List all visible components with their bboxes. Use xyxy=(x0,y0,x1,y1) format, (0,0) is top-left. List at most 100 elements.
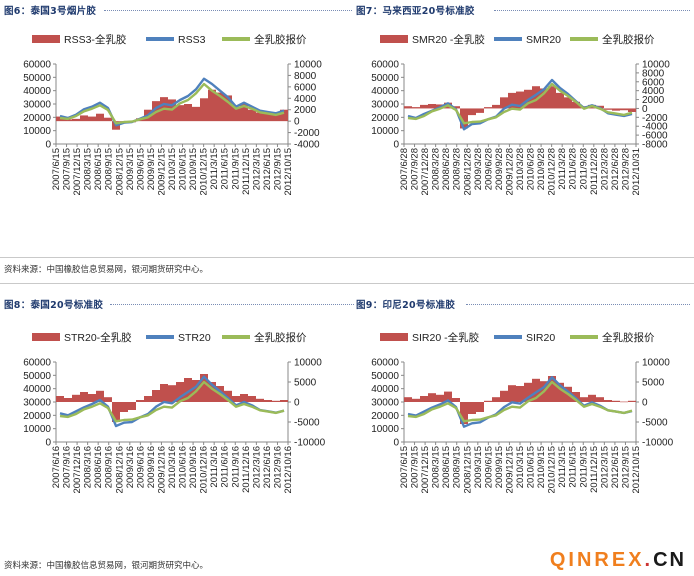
x-tick-label: 2009/6/15 xyxy=(135,148,146,190)
spread-bar xyxy=(72,394,80,402)
spread-bar xyxy=(144,396,152,402)
x-tick-label: 2012/10/15 xyxy=(631,446,642,494)
y-tick-label-left: 10000 xyxy=(371,126,399,137)
spread-bar xyxy=(56,396,64,402)
x-tick-label: 2012/9/28 xyxy=(620,148,631,190)
x-tick-label: 2008/9/15 xyxy=(104,148,115,190)
spread-bar xyxy=(412,107,420,109)
x-tick-label: 2012/9/15 xyxy=(620,446,631,488)
spread-bar xyxy=(556,382,564,402)
x-tick-label: 2010/3/15 xyxy=(167,148,178,190)
legend-swatch-line xyxy=(146,37,174,41)
spread-bar xyxy=(420,104,428,109)
spread-bar xyxy=(620,108,628,111)
y-tick-label-left: 0 xyxy=(393,438,399,449)
x-tick-label: 2008/9/28 xyxy=(452,148,463,190)
legend-label: STR20-全乳胶 xyxy=(64,331,132,344)
spread-bar xyxy=(88,116,96,122)
x-tick-label: 2008/6/15 xyxy=(93,148,104,190)
x-tick-label: 2012/10/15 xyxy=(283,148,294,196)
x-tick-label: 2010/9/28 xyxy=(536,148,547,190)
x-tick-label: 2012/10/16 xyxy=(283,446,294,494)
spread-bar xyxy=(420,396,428,402)
legend-label: SMR20 xyxy=(526,34,561,46)
spread-bar xyxy=(548,376,556,402)
x-tick-label: 2008/9/16 xyxy=(104,446,115,488)
x-tick-label: 2012/6/15 xyxy=(262,148,273,190)
figure-title-rule xyxy=(104,10,352,11)
x-tick-label: 2010/9/15 xyxy=(536,446,547,488)
y-tick-label-left: 30000 xyxy=(23,100,51,111)
x-tick-label: 2010/9/16 xyxy=(188,446,199,488)
x-tick-label: 2012/6/16 xyxy=(262,446,273,488)
x-tick-label: 2009/12/15 xyxy=(156,148,167,196)
latex-price-line xyxy=(59,380,285,423)
divider-line xyxy=(0,283,694,284)
x-tick-label: 2012/10/31 xyxy=(631,148,642,196)
spread-bar xyxy=(184,104,192,122)
spread-bar xyxy=(208,382,216,402)
spread-bar xyxy=(516,91,524,109)
spread-bar xyxy=(524,382,532,402)
x-tick-label: 2007/12/15 xyxy=(72,148,83,196)
spread-bar xyxy=(628,400,636,402)
spread-bar xyxy=(444,391,452,402)
x-tick-label: 2008/12/15 xyxy=(114,148,125,196)
spread-bar xyxy=(428,393,436,402)
x-tick-label: 2007/9/15 xyxy=(62,148,73,190)
y-tick-label-right: 10000 xyxy=(294,60,322,71)
spread-bar xyxy=(628,108,636,112)
divider-line xyxy=(0,257,694,258)
y-tick-label-left: 10000 xyxy=(371,424,399,435)
spread-bar xyxy=(548,86,556,109)
spread-bar xyxy=(280,109,288,122)
x-tick-label: 2009/6/15 xyxy=(483,446,494,488)
legend-label: RSS3 xyxy=(178,34,206,46)
spread-bar xyxy=(508,385,516,402)
y-tick-label-left: 60000 xyxy=(23,60,51,71)
spread-bar xyxy=(120,402,128,412)
y-tick-label-left: 30000 xyxy=(23,398,51,409)
spread-bar xyxy=(620,401,628,403)
y-tick-label-right: 8000 xyxy=(642,68,665,79)
spread-bar xyxy=(240,104,248,122)
spread-bar xyxy=(484,107,492,109)
y-tick-label-left: 30000 xyxy=(371,100,399,111)
x-tick-label: 2011/3/16 xyxy=(209,446,220,488)
spread-bar xyxy=(160,384,168,402)
spread-bar xyxy=(596,397,604,402)
spread-bar xyxy=(192,106,200,122)
x-tick-label: 2011/6/16 xyxy=(220,446,231,488)
source-note-bottom: 资料来源：中国橡胶信息贸易网，银河期货研究中心。 xyxy=(4,561,209,571)
y-tick-label-right: 4000 xyxy=(642,86,665,97)
legend-swatch-bar xyxy=(380,35,408,43)
x-tick-label: 2010/6/15 xyxy=(526,446,537,488)
y-tick-label-left: 50000 xyxy=(23,371,51,382)
y-tick-label-right: -2000 xyxy=(294,128,320,139)
y-tick-label-right: 0 xyxy=(294,117,300,128)
x-tick-label: 2011/9/16 xyxy=(230,446,241,488)
y-tick-label-right: -2000 xyxy=(642,113,668,124)
legend-label: 全乳胶报价 xyxy=(254,33,307,46)
spread-bar xyxy=(248,396,256,402)
x-tick-label: 2008/6/15 xyxy=(441,446,452,488)
x-tick-label: 2008/6/16 xyxy=(93,446,104,488)
legend-swatch-bar xyxy=(380,333,408,341)
y-tick-label-right: -5000 xyxy=(294,418,320,429)
figure-title-7: 图7：马来西亚20号标准胶 xyxy=(356,6,475,17)
x-tick-label: 2010/12/15 xyxy=(199,148,210,196)
x-tick-label: 2011/9/15 xyxy=(578,446,589,488)
spread-bar xyxy=(256,398,264,402)
figure-title-8: 图8：泰国20号标准胶 xyxy=(4,300,104,311)
y-tick-label-right: 2000 xyxy=(294,105,317,116)
x-tick-label: 2008/12/28 xyxy=(462,148,473,196)
y-tick-label-left: 50000 xyxy=(371,371,399,382)
chart-sir20: SIR20 -全乳胶 SIR20 全乳胶报价 0 10000 20000 30000 4000… xyxy=(371,331,673,494)
x-tick-label: 2009/12/15 xyxy=(504,446,515,494)
legend-swatch-bar xyxy=(32,35,60,43)
spread-bar xyxy=(492,397,500,402)
chart-rss3: RSS3-全乳胶 RSS3 全乳胶报价01000020000300004000050… xyxy=(23,33,322,196)
spread-bar xyxy=(468,402,476,414)
spread-bar xyxy=(224,95,232,122)
spread-bar xyxy=(152,390,160,402)
